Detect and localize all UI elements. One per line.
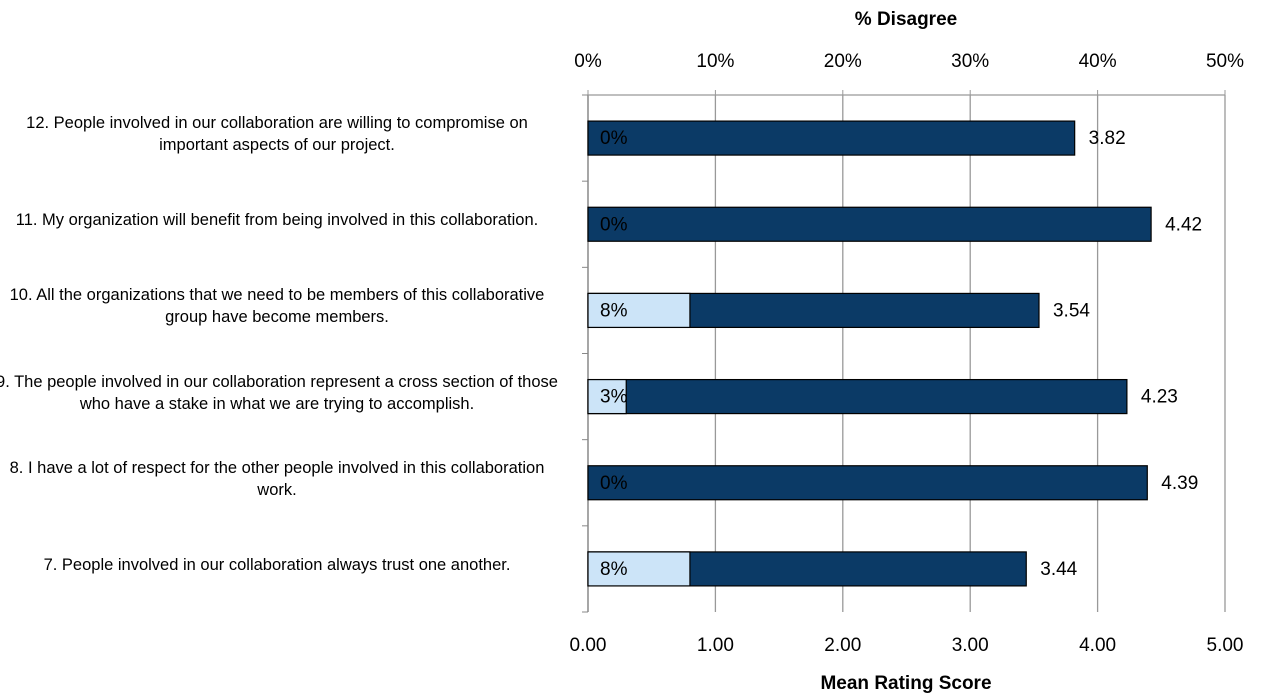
x2-tick-label: 0% (574, 51, 602, 72)
data-label: 3.44 (1040, 559, 1077, 580)
x-tick-label: 1.00 (697, 635, 734, 656)
data-label: 4.42 (1165, 214, 1202, 235)
x-axis-title: Mean Rating Score (820, 673, 991, 694)
bar (587, 378, 627, 415)
data-label: 3.54 (1053, 300, 1090, 321)
data-label: 4.39 (1161, 473, 1198, 494)
y-tick-label: 10. All the organizations that we need t… (9, 286, 545, 327)
data-label: 0% (600, 473, 628, 494)
y-tick-label: 8. I have a lot of respect for the other… (9, 458, 545, 499)
data-label: 0% (600, 214, 628, 235)
y-tick-label: 12. People involved in our collaboration… (26, 114, 528, 155)
data-label: 4.23 (1141, 387, 1178, 408)
data-label: 0% (600, 128, 628, 149)
bar (587, 292, 691, 329)
x2-tick-label: 40% (1079, 51, 1117, 72)
x-tick-label: 0.00 (570, 635, 607, 656)
data-label: 3% (600, 387, 628, 408)
bar (587, 551, 691, 587)
bar (587, 378, 1128, 415)
y-tick-label: 9. The people involved in our collaborat… (0, 372, 558, 413)
bar (587, 120, 1076, 156)
x-tick-label: 5.00 (1207, 635, 1244, 656)
x-tick-label: 4.00 (1079, 635, 1116, 656)
y-tick-label: 7. People involved in our collaboration … (43, 555, 511, 574)
x-tick-label: 3.00 (952, 635, 989, 656)
x2-axis-title: % Disagree (855, 9, 957, 30)
x-tick-label: 2.00 (824, 635, 861, 656)
data-label: 3.82 (1089, 128, 1126, 149)
x2-tick-label: 20% (824, 51, 862, 72)
bar (587, 465, 1148, 501)
x2-tick-label: 10% (696, 51, 734, 72)
y-tick-label: 11. My organization will benefit from be… (15, 211, 539, 230)
x2-tick-label: 50% (1206, 51, 1244, 72)
x2-tick-label: 30% (951, 51, 989, 72)
bar (587, 206, 1152, 242)
data-label: 8% (600, 559, 628, 580)
data-label: 8% (600, 300, 628, 321)
